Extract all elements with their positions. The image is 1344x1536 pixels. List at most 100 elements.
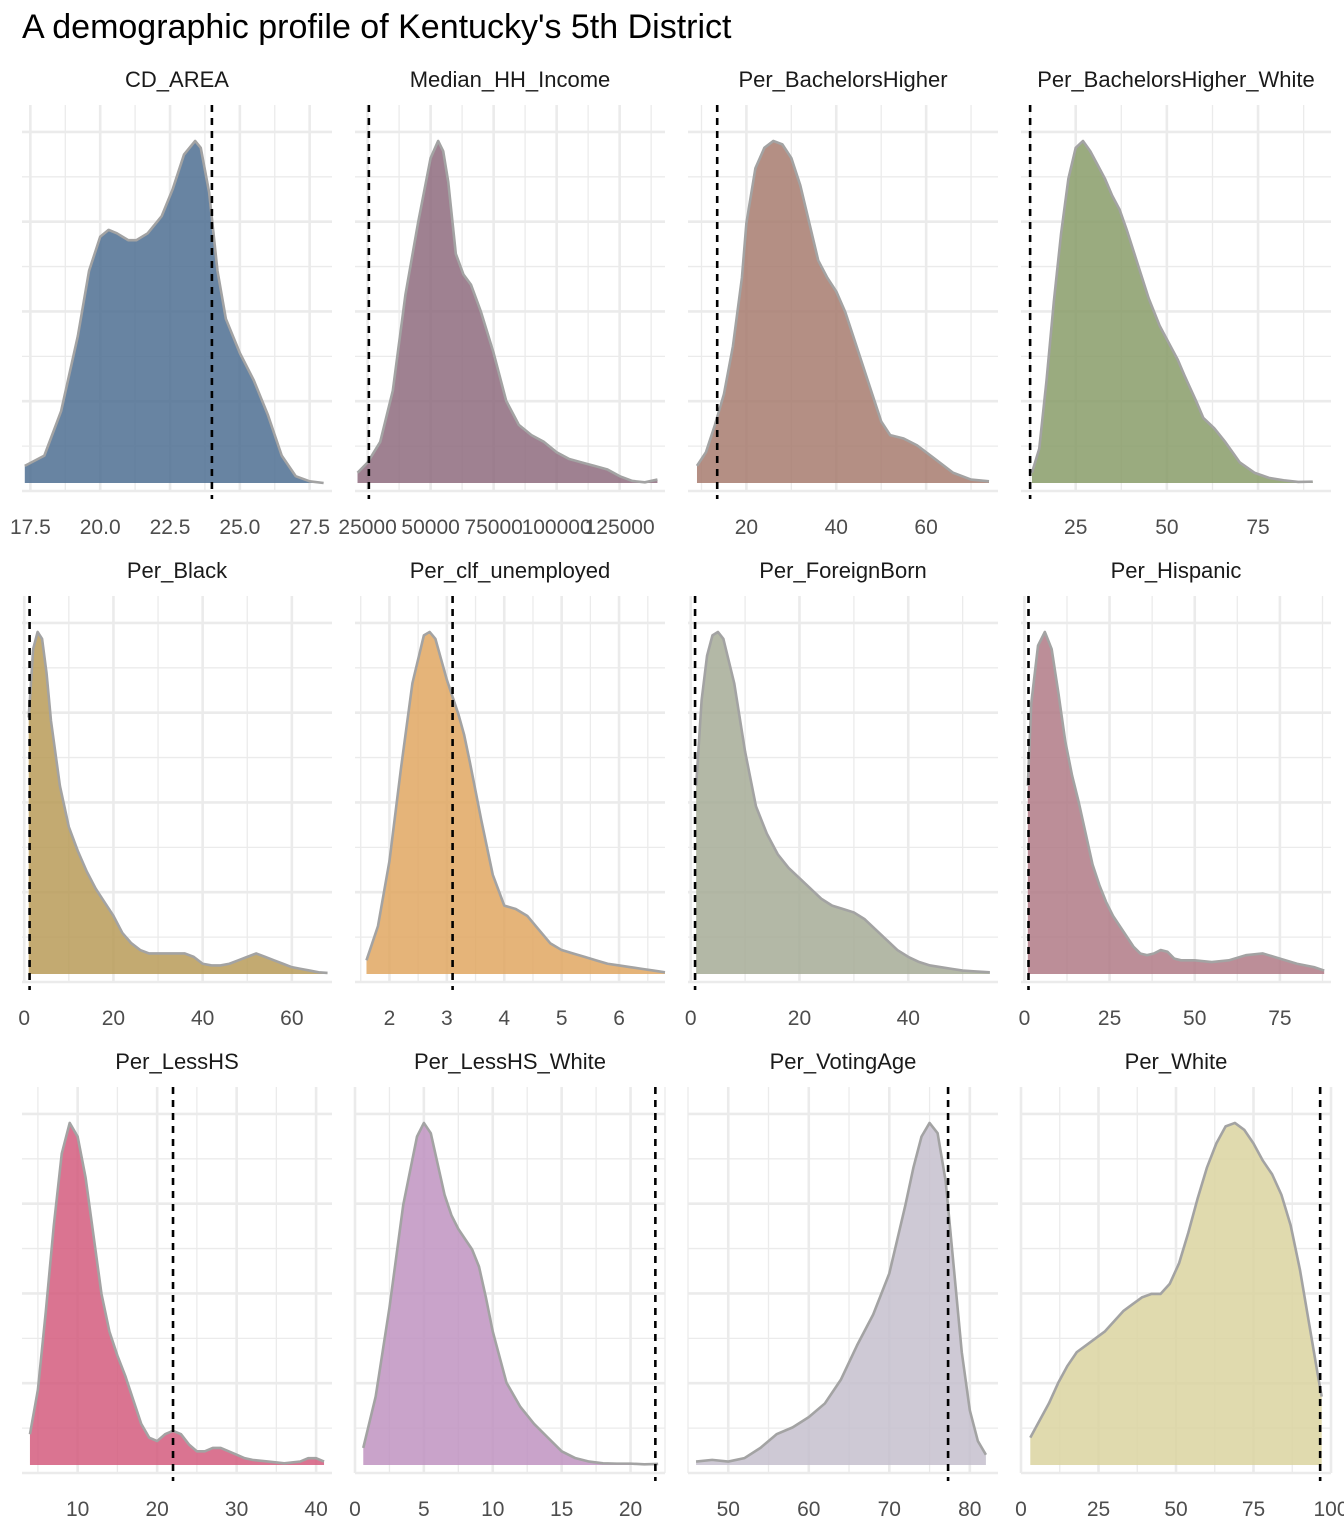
density-curve	[24, 139, 324, 485]
x-tick-label: 50	[1164, 1498, 1187, 1521]
x-tick-label: 20.0	[80, 516, 121, 539]
x-tick-label: 25	[1087, 1498, 1110, 1521]
density-area	[24, 140, 324, 484]
x-tick-label: 40	[304, 1498, 327, 1521]
density-curve	[356, 139, 658, 484]
density-area	[357, 140, 658, 484]
x-tick-label: 15	[550, 1498, 573, 1521]
density-area	[366, 631, 665, 974]
x-tick-label: 75000	[464, 516, 522, 539]
density-area	[1027, 631, 1325, 974]
density-area	[29, 1122, 325, 1465]
density-area	[1030, 1122, 1322, 1465]
x-tick-label: 40	[191, 1007, 214, 1030]
x-tick-label: 0	[1015, 1498, 1027, 1521]
facet-strip-label: Per_LessHS	[115, 1049, 239, 1074]
facet-strip-label: Per_clf_unemployed	[410, 558, 611, 583]
x-tick-label: 50	[1155, 516, 1178, 539]
facet-strip-label: Per_LessHS_White	[414, 1049, 606, 1074]
x-tick-label: 0	[685, 1007, 697, 1030]
density-curve	[695, 1121, 988, 1463]
x-tick-label: 60	[280, 1007, 303, 1030]
x-tick-label: 80	[958, 1498, 981, 1521]
density-area	[696, 631, 990, 974]
x-tick-label: 70	[878, 1498, 901, 1521]
facet-panel: Per_BachelorsHigher_White 25 50 75	[1021, 67, 1331, 539]
facet-strip-label: CD_AREA	[125, 67, 229, 92]
x-tick-label: 6	[613, 1007, 625, 1030]
density-area	[28, 631, 328, 974]
facet-strip-label: Median_HH_Income	[410, 67, 611, 92]
x-tick-label: 0	[349, 1498, 361, 1521]
x-tick-label: 20	[102, 1007, 125, 1030]
x-tick-label: 75	[1268, 1007, 1291, 1030]
density-curve	[365, 630, 666, 974]
x-tick-label: 75	[1242, 1498, 1265, 1521]
chart-title: A demographic profile of Kentucky's 5th …	[22, 8, 732, 46]
x-tick-label: 0	[18, 1007, 30, 1030]
x-tick-label: 25.0	[219, 516, 260, 539]
facet-panel: Per_LessHS_White 0 5 10 15 20	[349, 1049, 666, 1521]
facet-strip-label: Per_BachelorsHigher	[738, 67, 947, 92]
x-tick-label: 30	[225, 1498, 248, 1521]
x-tick-label: 40	[897, 1007, 920, 1030]
x-tick-label: 27.5	[289, 516, 330, 539]
x-tick-label: 20	[145, 1498, 168, 1521]
facet-strip-label: Per_Black	[127, 558, 228, 583]
facet-panel: Per_Black 0 20 40 60	[18, 558, 332, 1030]
x-tick-label: 60	[914, 516, 937, 539]
facet-panel: Per_clf_unemployed 2 3 4 5 6	[355, 558, 666, 1030]
x-tick-label: 20	[788, 1007, 811, 1030]
density-curve	[1030, 139, 1313, 484]
facet-panel: Median_HH_Income 25000 50000 75000100000125…	[338, 67, 665, 539]
facet-strip-label: Per_ForeignBorn	[759, 558, 927, 583]
facet-strip-label: Per_VotingAge	[770, 1049, 917, 1074]
x-tick-label: 10	[66, 1498, 89, 1521]
density-curve	[695, 139, 990, 483]
density-area	[363, 1122, 659, 1465]
x-tick-label: 10	[481, 1498, 504, 1521]
density-curve	[27, 630, 328, 975]
x-tick-label: 50	[717, 1498, 740, 1521]
facet-strip-label: Per_Hispanic	[1111, 558, 1242, 583]
x-tick-label: 50000	[401, 516, 459, 539]
facet-panel: Per_VotingAge 50 60 70 80	[687, 1049, 998, 1521]
x-tick-label: 25	[1098, 1007, 1121, 1030]
facet-panel: Per_ForeignBorn 0 20 40	[685, 558, 998, 1030]
facet-panel: Per_LessHS 10 20 30 40	[22, 1049, 332, 1521]
x-tick-label: 20	[619, 1498, 642, 1521]
density-curve	[1026, 630, 1325, 972]
x-tick-label: 3	[441, 1007, 453, 1030]
x-tick-label: 50	[1183, 1007, 1206, 1030]
x-tick-label: 20	[735, 516, 758, 539]
x-tick-label: 125000	[585, 516, 655, 539]
density-area	[1031, 140, 1313, 484]
x-tick-label: 2	[384, 1007, 396, 1030]
facet-strip-label: Per_White	[1125, 1049, 1228, 1074]
x-tick-label: 100	[1313, 1498, 1344, 1521]
x-tick-label: 75	[1246, 516, 1269, 539]
x-tick-label: 0	[1019, 1007, 1031, 1030]
density-area	[696, 1122, 986, 1465]
density-curve	[1029, 1121, 1323, 1439]
x-tick-label: 25000	[338, 516, 396, 539]
x-tick-label: 17.5	[10, 516, 51, 539]
density-area	[696, 140, 990, 484]
x-tick-label: 4	[498, 1007, 510, 1030]
x-tick-label: 60	[797, 1498, 820, 1521]
facet-strip-label: Per_BachelorsHigher_White	[1037, 67, 1315, 92]
facet-panel: CD_AREA 17.5 20.0 22.5 25.0 27.5	[10, 67, 332, 539]
facet-panel: Per_BachelorsHigher 20 40 60	[688, 67, 998, 539]
x-tick-label: 100000	[522, 516, 592, 539]
density-curve	[362, 1121, 659, 1466]
density-curve	[694, 630, 990, 974]
x-tick-label: 22.5	[150, 516, 191, 539]
facet-panel: Per_Hispanic 0 25 50 75	[1019, 558, 1331, 1030]
x-tick-label: 5	[556, 1007, 568, 1030]
x-tick-label: 25	[1064, 516, 1087, 539]
density-curve	[28, 1121, 325, 1465]
x-tick-label: 40	[825, 516, 848, 539]
facet-panel: Per_White 0 25 50 75 100	[1015, 1049, 1344, 1521]
x-tick-label: 5	[418, 1498, 430, 1521]
